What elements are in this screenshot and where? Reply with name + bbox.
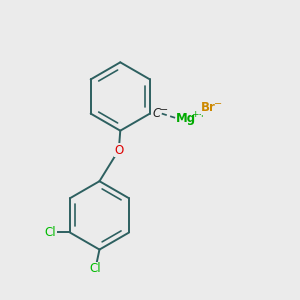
Text: Cl: Cl xyxy=(45,226,56,239)
Text: Mg: Mg xyxy=(176,112,196,125)
Text: C: C xyxy=(152,107,160,120)
Text: −: − xyxy=(160,105,169,115)
Text: Cl: Cl xyxy=(89,262,101,275)
Text: ++: ++ xyxy=(191,110,206,119)
Text: Br: Br xyxy=(201,101,216,114)
Text: −: − xyxy=(214,99,222,109)
Text: O: O xyxy=(114,143,123,157)
